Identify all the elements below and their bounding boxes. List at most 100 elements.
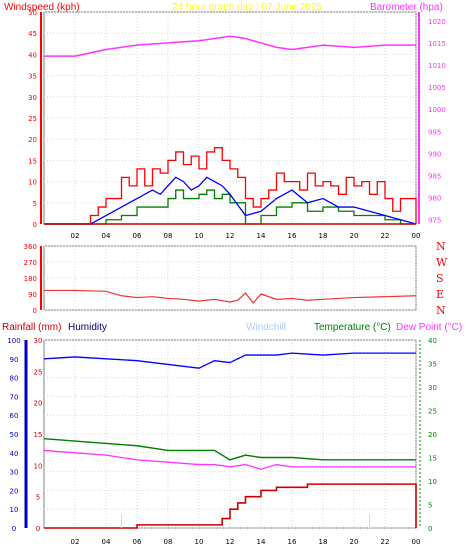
wind-time-tick-label: 18: [319, 232, 328, 240]
temp-time-tick-label: 00: [412, 538, 421, 546]
temperature-tick-label: 10: [428, 478, 437, 486]
barometer-tick-label: 1010: [428, 62, 446, 70]
rainfall-tick-label: 10: [34, 462, 43, 470]
temperature-title: Temperature (°C): [314, 322, 391, 333]
humidity-tick-label: 90: [10, 356, 19, 364]
humidity-tick-label: 40: [10, 450, 19, 458]
barometer-tick-label: 1015: [428, 40, 446, 48]
compass-letter: S: [436, 272, 444, 285]
barometer-title: Barometer (hpa): [370, 2, 443, 13]
barometer-axis: 975 980 985 990 995 1000 1005 1010 1015 1020: [418, 12, 446, 225]
green-line: [44, 189, 416, 225]
rainfall-tick-label: 15: [34, 431, 43, 439]
wind-time-tick-label: 04: [102, 232, 111, 240]
windspeed-tick-label: 5: [33, 200, 37, 208]
humidity-tick-label: 30: [10, 469, 19, 477]
barometer-tick-label: 975: [428, 217, 441, 225]
wind-time-tick-label: 22: [381, 232, 390, 240]
windspeed-tick-label: 20: [28, 136, 37, 144]
humidity-tick-label: 80: [10, 375, 19, 383]
rainfall-axis: 0 5 10 15 20 25 30: [34, 337, 43, 533]
rainfall-line: [44, 483, 417, 529]
direction-tick-label: 360: [24, 243, 37, 251]
average-speed-line: [44, 176, 417, 225]
barometer-tick-label: 995: [428, 128, 441, 136]
wind-time-tick-label: 00: [412, 232, 421, 240]
temp-time-axis: 02 04 06 08 10 12 14 16 18 20 22 00: [71, 538, 421, 546]
temp-time-tick-label: 08: [164, 538, 173, 546]
windspeed-title: Windspeed (kph): [4, 2, 80, 13]
rainfall-tick-label: 20: [34, 400, 43, 408]
wind-series: [44, 35, 417, 225]
direction-tick-label: 180: [24, 275, 37, 283]
humidity-tick-label: 10: [10, 506, 19, 514]
temp-time-tick-label: 10: [195, 538, 204, 546]
chart-date-title: 24 hour graph day : 07 June 2025: [172, 2, 323, 13]
humidity-tick-label: 100: [7, 337, 20, 345]
temperature-tick-label: 25: [428, 408, 437, 416]
rainfall-tick-label: 30: [34, 337, 43, 345]
barometer-tick-label: 980: [428, 195, 441, 203]
windspeed-tick-label: 50: [28, 9, 37, 17]
temp-series: [43, 352, 417, 529]
gust-line: [44, 147, 417, 225]
windspeed-axis: 0 5 10 15 20 25 30 35 40 45 50: [28, 9, 42, 229]
wind-time-tick-label: 20: [350, 232, 359, 240]
wind-time-tick-label: 02: [71, 232, 80, 240]
temp-time-tick-label: 20: [350, 538, 359, 546]
direction-line: [44, 289, 417, 304]
temperature-tick-label: 20: [428, 431, 437, 439]
barometer-tick-label: 1005: [428, 84, 446, 92]
wind-time-tick-label: 08: [164, 232, 173, 240]
humidity-line: [43, 352, 416, 369]
temp-time-tick-label: 02: [71, 538, 80, 546]
direction-tick-label: 0: [33, 307, 37, 315]
barometer-tick-label: 985: [428, 172, 441, 180]
humidity-axis: 0 10 20 30 40 50 60 70 80 90 100: [7, 337, 28, 533]
barometer-tick-label: 1000: [428, 106, 446, 114]
windspeed-tick-label: 0: [33, 221, 37, 229]
wind-time-axis: 02 04 06 08 10 12 14 16 18 20 22 00: [71, 232, 421, 240]
humidity-tick-label: 0: [12, 525, 16, 533]
wind-time-tick-label: 16: [288, 232, 297, 240]
wind-time-tick-label: 14: [257, 232, 266, 240]
temp-time-tick-label: 22: [381, 538, 390, 546]
temperature-tick-label: 30: [428, 384, 437, 392]
compass-letter: E: [436, 288, 444, 301]
humidity-tick-label: 50: [10, 431, 19, 439]
compass-letter: W: [436, 256, 448, 269]
windchill-title: Windchill: [246, 322, 286, 333]
wind-time-tick-label: 12: [226, 232, 235, 240]
temp-time-tick-label: 04: [102, 538, 111, 546]
humidity-tick-label: 70: [10, 393, 19, 401]
direction-tick-label: 270: [24, 259, 37, 267]
direction-series: [44, 289, 417, 304]
humidity-tick-label: 60: [10, 412, 19, 420]
windspeed-tick-label: 40: [28, 51, 37, 59]
temp-time-tick-label: 14: [257, 538, 266, 546]
temperature-axis: 0 5 10 15 20 25 30 35 40: [419, 337, 437, 533]
temperature-tick-label: 15: [428, 455, 437, 463]
wind-time-tick-label: 10: [195, 232, 204, 240]
windspeed-tick-label: 30: [28, 94, 37, 102]
compass-letter: N: [436, 304, 446, 317]
rainfall-tick-label: 0: [36, 525, 40, 533]
barometer-tick-label: 1020: [428, 18, 446, 26]
direction-grid: [44, 245, 417, 311]
temperature-tick-label: 40: [428, 337, 437, 345]
temp-time-tick-label: 12: [226, 538, 235, 546]
rainfall-tick-label: 25: [34, 368, 43, 376]
temp-time-tick-label: 18: [319, 538, 328, 546]
humidity-title: Humidity: [68, 322, 107, 333]
dewpoint-line: [43, 449, 416, 470]
windspeed-tick-label: 15: [28, 157, 37, 165]
temp-time-tick-label: 16: [288, 538, 297, 546]
barometer-line: [44, 35, 416, 57]
windspeed-tick-label: 25: [28, 115, 37, 123]
temperature-line: [43, 438, 416, 461]
temperature-tick-label: 0: [428, 525, 432, 533]
windspeed-tick-label: 35: [28, 73, 37, 81]
dewpoint-title: Dew Point (°C): [396, 322, 462, 333]
humidity-tick-label: 20: [10, 487, 19, 495]
